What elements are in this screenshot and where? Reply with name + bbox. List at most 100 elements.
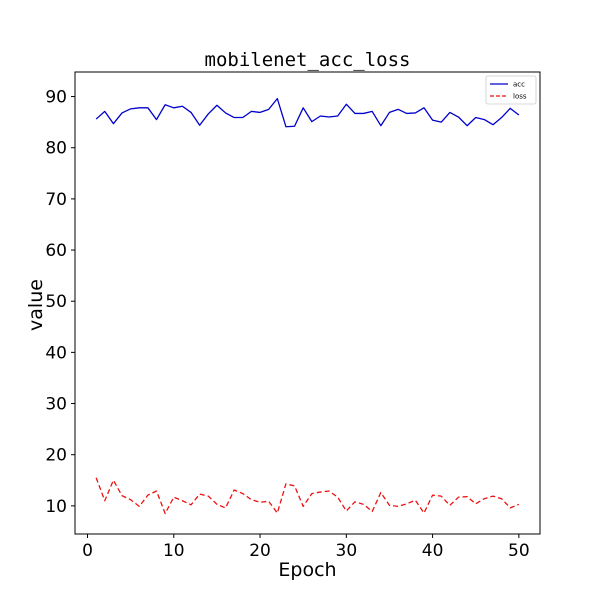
data-point-loss bbox=[259, 501, 262, 504]
data-point-acc bbox=[474, 116, 477, 119]
x-tick-label: 10 bbox=[163, 541, 185, 561]
data-point-acc bbox=[371, 110, 374, 113]
data-point-loss bbox=[138, 505, 141, 508]
data-point-acc bbox=[233, 116, 236, 119]
data-point-loss bbox=[155, 490, 158, 493]
data-point-acc bbox=[121, 111, 124, 114]
data-point-acc bbox=[388, 111, 391, 114]
data-point-acc bbox=[241, 116, 244, 119]
data-point-loss bbox=[103, 499, 106, 502]
data-point-loss bbox=[345, 509, 348, 512]
series-line-acc bbox=[95, 97, 520, 128]
data-point-loss bbox=[233, 489, 236, 492]
data-point-acc bbox=[267, 108, 270, 111]
data-point-acc bbox=[198, 124, 201, 127]
data-point-loss bbox=[362, 503, 365, 506]
data-point-acc bbox=[483, 118, 486, 121]
data-point-acc bbox=[328, 116, 331, 119]
data-point-acc bbox=[509, 107, 512, 110]
data-point-acc bbox=[431, 119, 434, 122]
data-point-loss bbox=[379, 491, 382, 494]
data-point-acc bbox=[293, 125, 296, 128]
data-point-loss bbox=[129, 498, 132, 501]
legend-label-loss: loss bbox=[513, 93, 527, 101]
data-point-acc bbox=[112, 122, 115, 125]
y-tick-label: 40 bbox=[45, 343, 67, 363]
data-point-loss bbox=[457, 496, 460, 499]
data-point-acc bbox=[172, 106, 175, 109]
y-axis-label: value bbox=[25, 279, 47, 331]
data-point-acc bbox=[517, 113, 520, 116]
data-point-acc bbox=[397, 108, 400, 111]
data-point-loss bbox=[284, 482, 287, 485]
y-tick-label: 30 bbox=[45, 395, 67, 415]
data-point-loss bbox=[371, 510, 374, 513]
data-point-loss bbox=[172, 496, 175, 499]
data-point-loss bbox=[483, 497, 486, 500]
axes-frame bbox=[74, 71, 541, 535]
data-point-acc bbox=[190, 111, 193, 114]
data-point-loss bbox=[491, 495, 494, 498]
data-point-acc bbox=[284, 125, 287, 128]
data-point-acc bbox=[250, 110, 253, 113]
data-point-loss bbox=[181, 499, 184, 502]
x-tick-label: 50 bbox=[508, 541, 530, 561]
data-point-loss bbox=[241, 492, 244, 495]
data-point-loss bbox=[422, 512, 425, 515]
data-point-loss bbox=[474, 502, 477, 505]
data-point-acc bbox=[181, 105, 184, 108]
data-point-loss bbox=[336, 496, 339, 499]
data-point-loss bbox=[405, 502, 408, 505]
data-point-acc bbox=[310, 120, 313, 123]
data-point-acc bbox=[146, 106, 149, 109]
y-tick-label: 90 bbox=[45, 88, 67, 108]
data-point-loss bbox=[276, 512, 279, 515]
data-point-loss bbox=[353, 500, 356, 503]
data-point-loss bbox=[440, 495, 443, 498]
legend-box bbox=[485, 75, 537, 105]
data-point-loss bbox=[319, 491, 322, 494]
data-point-acc bbox=[259, 111, 262, 114]
data-point-loss bbox=[121, 494, 124, 497]
data-point-loss bbox=[500, 497, 503, 500]
data-point-loss bbox=[302, 505, 305, 508]
data-point-loss bbox=[517, 503, 520, 506]
data-point-loss bbox=[310, 492, 313, 495]
data-point-acc bbox=[422, 106, 425, 109]
data-point-loss bbox=[198, 493, 201, 496]
data-point-acc bbox=[95, 118, 98, 121]
y-tick-label: 20 bbox=[45, 446, 67, 466]
axis-ticks: 0 10 20 30 40 50 10 20 30 40 50 60 70 80 90 bbox=[45, 88, 529, 561]
x-tick-label: 0 bbox=[82, 541, 93, 561]
x-axis-label: Epoch bbox=[278, 559, 336, 581]
data-point-loss bbox=[190, 503, 193, 506]
data-point-loss bbox=[328, 490, 331, 493]
data-point-loss bbox=[215, 503, 218, 506]
y-tick-label: 70 bbox=[45, 190, 67, 210]
data-point-loss bbox=[397, 505, 400, 508]
data-point-acc bbox=[500, 116, 503, 119]
chart-legend: acc loss bbox=[485, 75, 537, 105]
data-point-acc bbox=[379, 124, 382, 127]
data-point-acc bbox=[155, 118, 158, 121]
data-point-loss bbox=[509, 506, 512, 509]
data-point-loss bbox=[164, 512, 167, 515]
data-point-loss bbox=[146, 494, 149, 497]
plot-area bbox=[74, 71, 541, 535]
data-point-acc bbox=[353, 112, 356, 115]
data-point-acc bbox=[103, 110, 106, 113]
data-point-loss bbox=[224, 506, 227, 509]
data-point-loss bbox=[267, 500, 270, 503]
data-point-acc bbox=[414, 111, 417, 114]
data-point-loss bbox=[250, 498, 253, 501]
data-point-acc bbox=[440, 121, 443, 124]
y-tick-label: 60 bbox=[45, 241, 67, 261]
data-point-acc bbox=[215, 104, 218, 107]
data-point-acc bbox=[491, 123, 494, 126]
data-point-acc bbox=[319, 115, 322, 118]
data-point-loss bbox=[431, 494, 434, 497]
data-point-loss bbox=[293, 484, 296, 487]
data-point-loss bbox=[95, 476, 98, 479]
legend-label-acc: acc bbox=[513, 81, 525, 89]
